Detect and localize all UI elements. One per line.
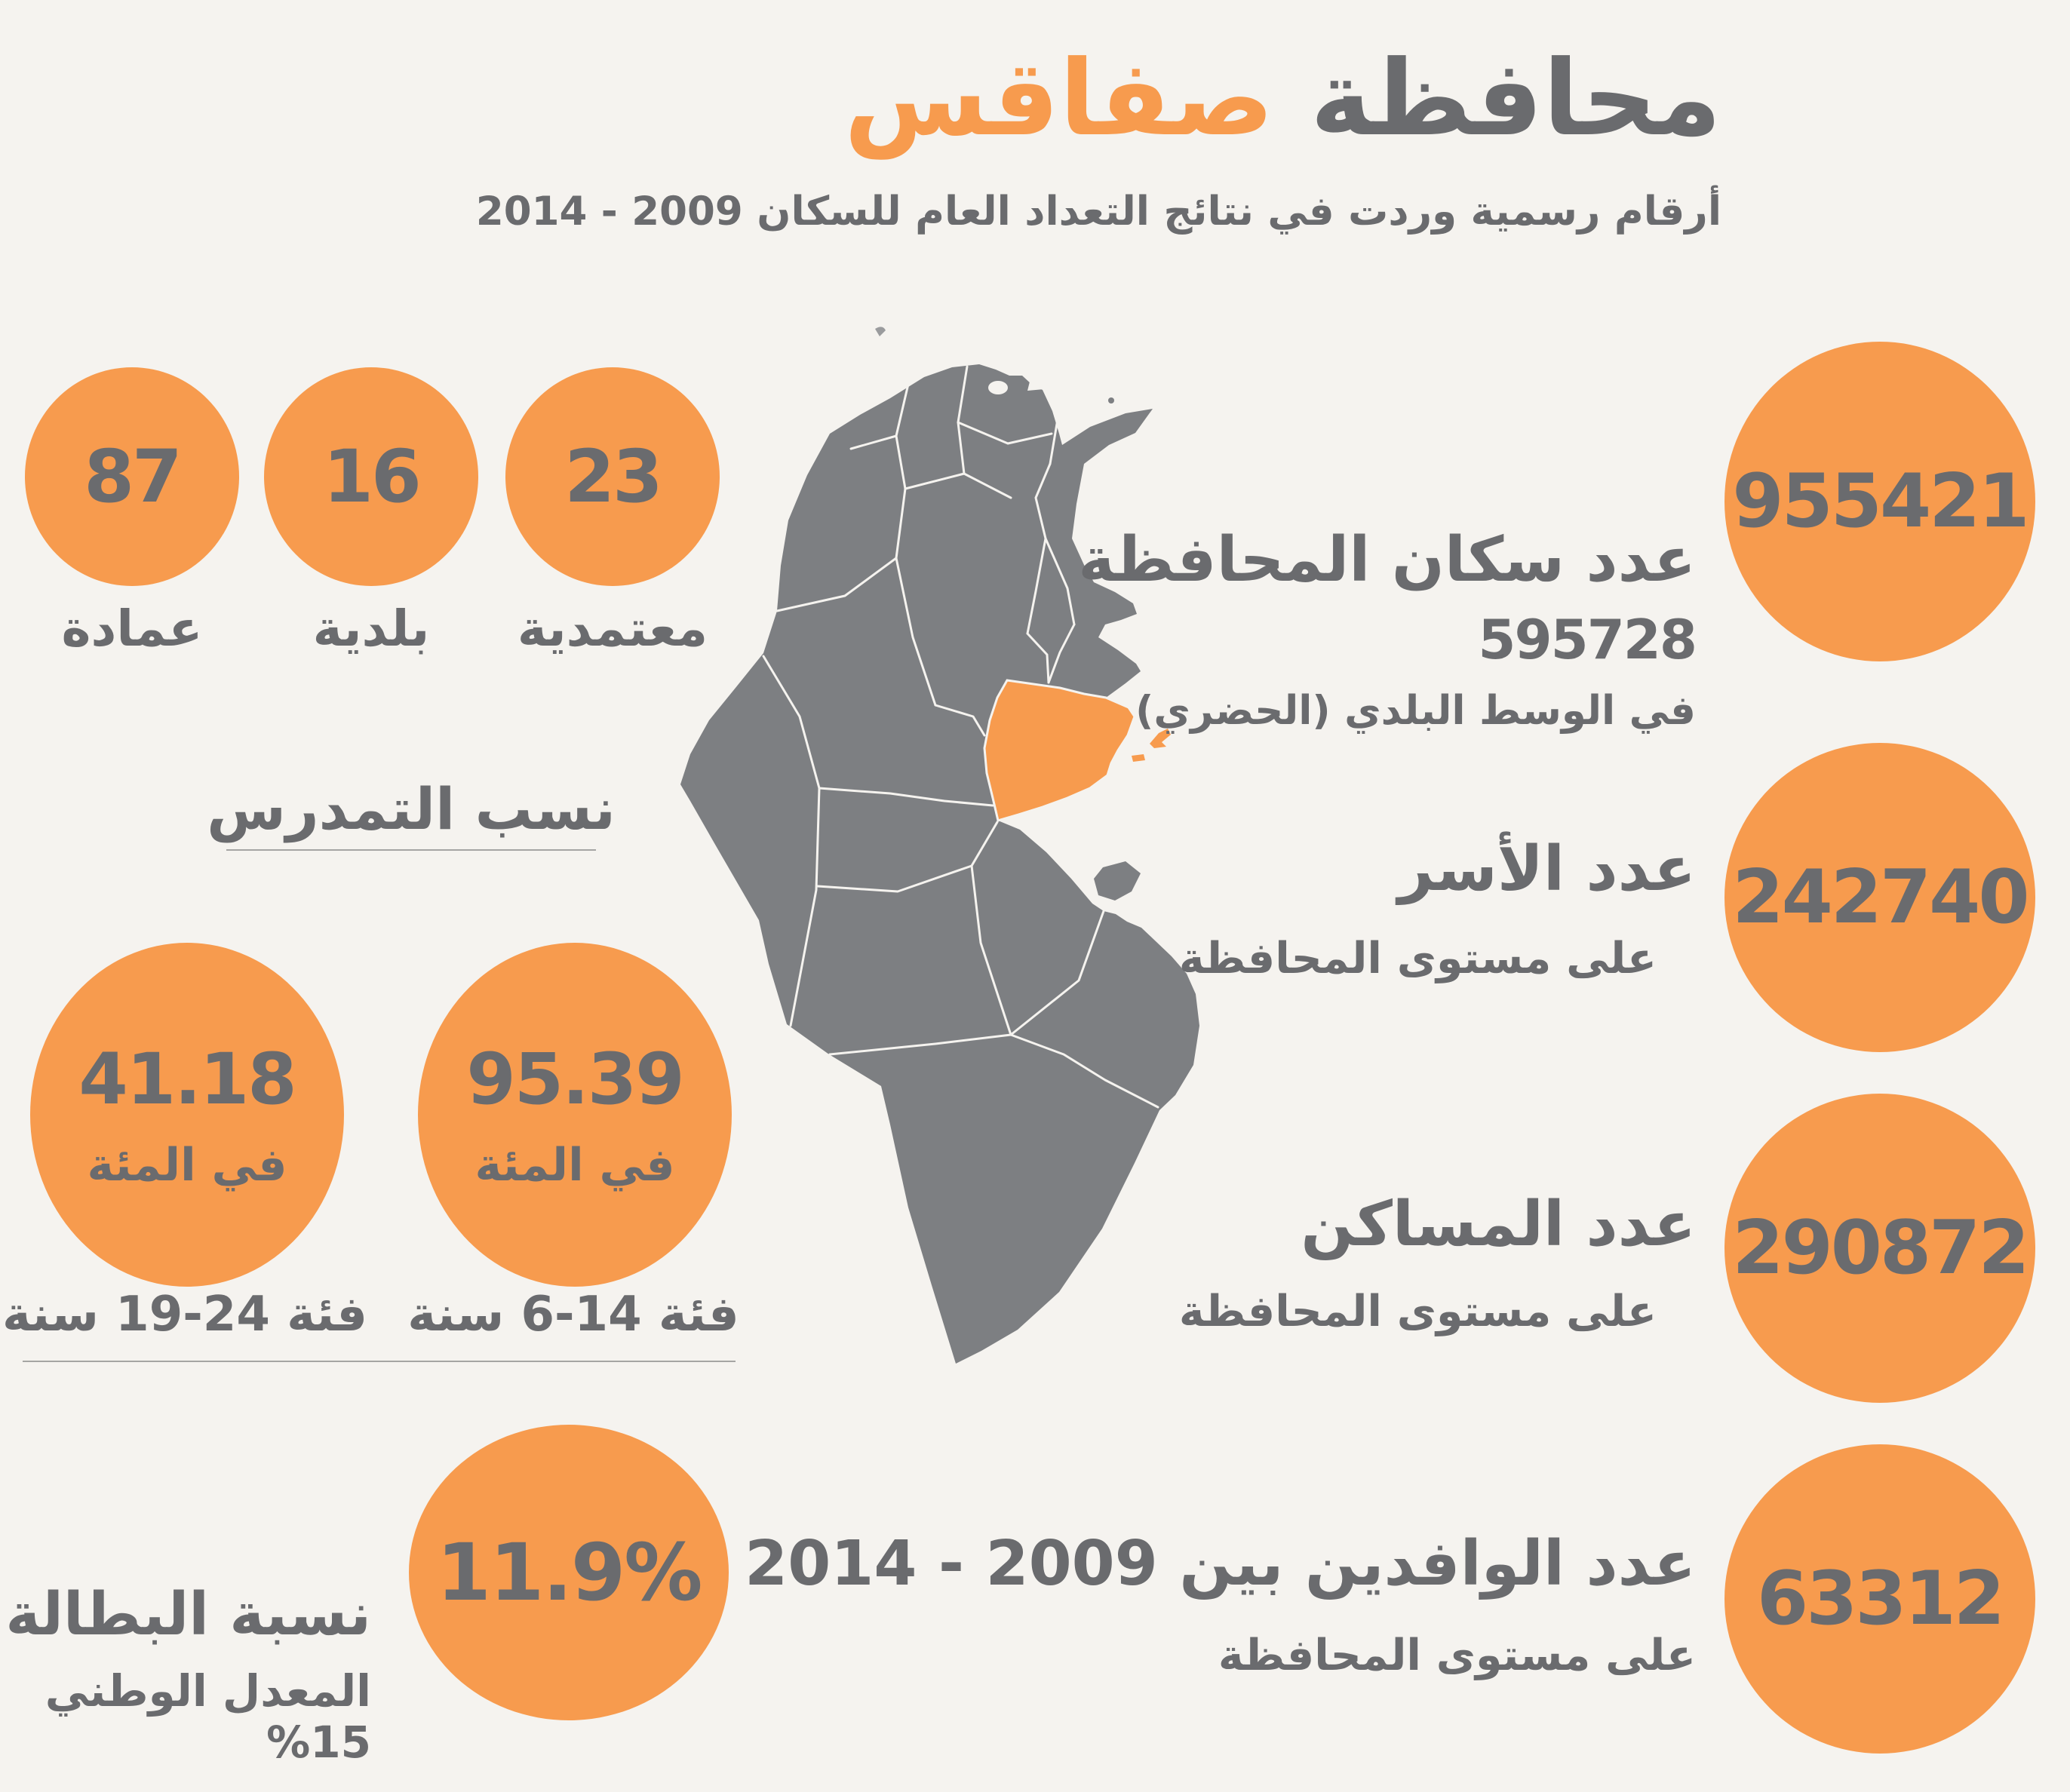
schooling-6-14-value: 95.39 [466, 1038, 684, 1121]
moatamadiya-label: معتمدية [517, 600, 708, 658]
schooling-6-14-label: فئة 14-6 سنة [407, 1287, 739, 1342]
page-subtitle: أرقام رسمية وردت في نتائج التعداد العام … [475, 189, 1721, 235]
lake-tunis-notch [1027, 379, 1044, 391]
dwellings-sublabel: على مستوى المحافظة [1178, 1287, 1657, 1336]
households-value: 242740 [1732, 855, 2029, 940]
kerkennah-islands [1132, 729, 1171, 762]
unemployment-value: 11.9% [436, 1527, 703, 1619]
dwellings-label: عدد المساكن [1301, 1189, 1696, 1260]
stat-bubble-baladiya: 16 [264, 367, 478, 586]
page-title-highlight: صفاقس [843, 38, 1274, 159]
moatamadiya-value: 23 [564, 434, 663, 519]
page-title-prefix: محافظة [1310, 38, 1721, 159]
arrivals-label: عدد الوافدين بين 2009 - 2014 [745, 1528, 1696, 1600]
governorate-borders [762, 365, 1159, 1109]
djerba-island [1094, 861, 1141, 901]
tunisia-map [680, 327, 1199, 1364]
schooling-19-24-label: فئة 24-19 سنة [2, 1287, 367, 1342]
omada-value: 87 [84, 434, 183, 519]
stat-bubble-moatamadiya: 23 [505, 367, 720, 586]
baladiya-value: 16 [323, 434, 422, 519]
households-bubble: 242740 [1724, 743, 2035, 1052]
unemployment-label: نسبة البطالة [5, 1581, 371, 1649]
schooling-19-24-value: 41.18 [78, 1038, 296, 1121]
omada-label: عمادة [61, 600, 203, 658]
households-label: عدد الأسر [1398, 833, 1696, 905]
page-title: محافظة صفاقس [844, 36, 1721, 161]
unemployment-national-label: المعدل الوطني 15% [45, 1665, 371, 1768]
households-sublabel: على مستوى المحافظة [1178, 934, 1657, 983]
schooling-bubble-6-14: 95.39 في المئة [418, 943, 732, 1287]
stat-bubble-omada: 87 [25, 367, 239, 586]
arrivals-bubble: 63312 [1724, 1444, 2035, 1754]
galite-islet-mark [875, 327, 886, 336]
population-bubble: 955421 [1724, 342, 2035, 661]
schooling-title: نسب التمدرس [207, 775, 616, 842]
lake-bizerte [988, 381, 1008, 394]
arrivals-value: 63312 [1757, 1556, 2005, 1642]
unemployment-bubble: 11.9% [409, 1425, 729, 1720]
schooling-underline [226, 849, 596, 851]
population-value: 955421 [1732, 459, 2029, 545]
population-urban-label: في الوسط البلدي (الحضري) [1135, 688, 1696, 734]
population-label: عدد سكان المحافظة [1078, 524, 1696, 596]
schooling-19-24-unit: في المئة [87, 1138, 287, 1192]
tunisia-mainland [680, 364, 1199, 1364]
population-urban-value: 595728 [1478, 608, 1697, 671]
dwellings-value: 290872 [1732, 1205, 2029, 1291]
arrivals-sublabel: على مستوى المحافظة [1218, 1631, 1696, 1680]
zembra-islet [1108, 397, 1114, 404]
sfax-region-highlight [983, 679, 1136, 822]
schooling-6-14-unit: في المئة [475, 1138, 675, 1192]
dwellings-bubble: 290872 [1724, 1094, 2035, 1403]
section-divider [23, 1361, 736, 1362]
baladiya-label: بلدية [312, 600, 430, 658]
schooling-bubble-19-24: 41.18 في المئة [30, 943, 344, 1287]
